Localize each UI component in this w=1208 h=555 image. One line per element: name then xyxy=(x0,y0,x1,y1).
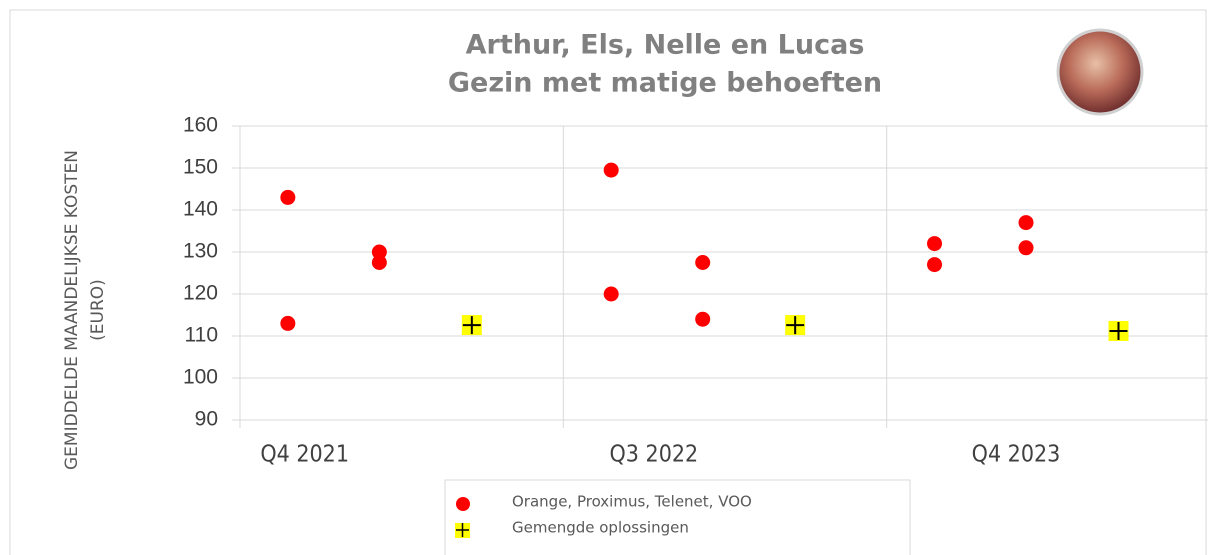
y-tick-label: 150 xyxy=(183,156,218,179)
x-tick-label: Q3 2022 xyxy=(610,442,699,468)
data-point xyxy=(1108,321,1128,341)
family-photo xyxy=(1058,30,1142,114)
legend-label: Orange, Proximus, Telenet, VOO xyxy=(512,493,752,511)
x-tick-label: Q4 2021 xyxy=(260,442,349,468)
y-axis-label-line: GEMIDDELDE MAANDELIJKSE KOSTEN xyxy=(62,150,82,470)
y-axis-label-line: (EURO) xyxy=(88,279,108,341)
legend-marker xyxy=(456,497,470,511)
data-point xyxy=(927,257,942,272)
data-point xyxy=(695,312,710,327)
y-tick-label: 160 xyxy=(183,114,218,137)
data-point xyxy=(1019,215,1034,230)
data-point xyxy=(1019,240,1034,255)
data-point xyxy=(604,287,619,302)
y-tick-label: 140 xyxy=(183,198,218,221)
chart-subtitle: Gezin met matige behoeften xyxy=(448,68,882,99)
y-axis-label: GEMIDDELDE MAANDELIJKSE KOSTEN (EURO) xyxy=(62,150,108,470)
y-tick-label: 90 xyxy=(195,408,218,431)
data-point xyxy=(280,190,295,205)
y-tick-label: 100 xyxy=(183,366,218,389)
legend-label: Gemengde oplossingen xyxy=(512,519,689,537)
legend-box xyxy=(445,480,910,555)
chart-title: Arthur, Els, Nelle en Lucas xyxy=(466,30,865,61)
data-point xyxy=(372,255,387,270)
chart: Arthur, Els, Nelle en Lucas Gezin met ma… xyxy=(0,0,1208,555)
x-tick-label: Q4 2023 xyxy=(972,442,1061,468)
data-point xyxy=(280,316,295,331)
y-tick-label: 120 xyxy=(183,282,218,305)
y-tick-label: 130 xyxy=(183,240,218,263)
y-tick-label: 110 xyxy=(185,324,218,347)
data-point xyxy=(695,255,710,270)
data-point xyxy=(462,315,482,335)
data-point xyxy=(604,163,619,178)
data-point xyxy=(927,236,942,251)
legend-marker xyxy=(455,523,470,538)
data-point xyxy=(785,315,805,335)
